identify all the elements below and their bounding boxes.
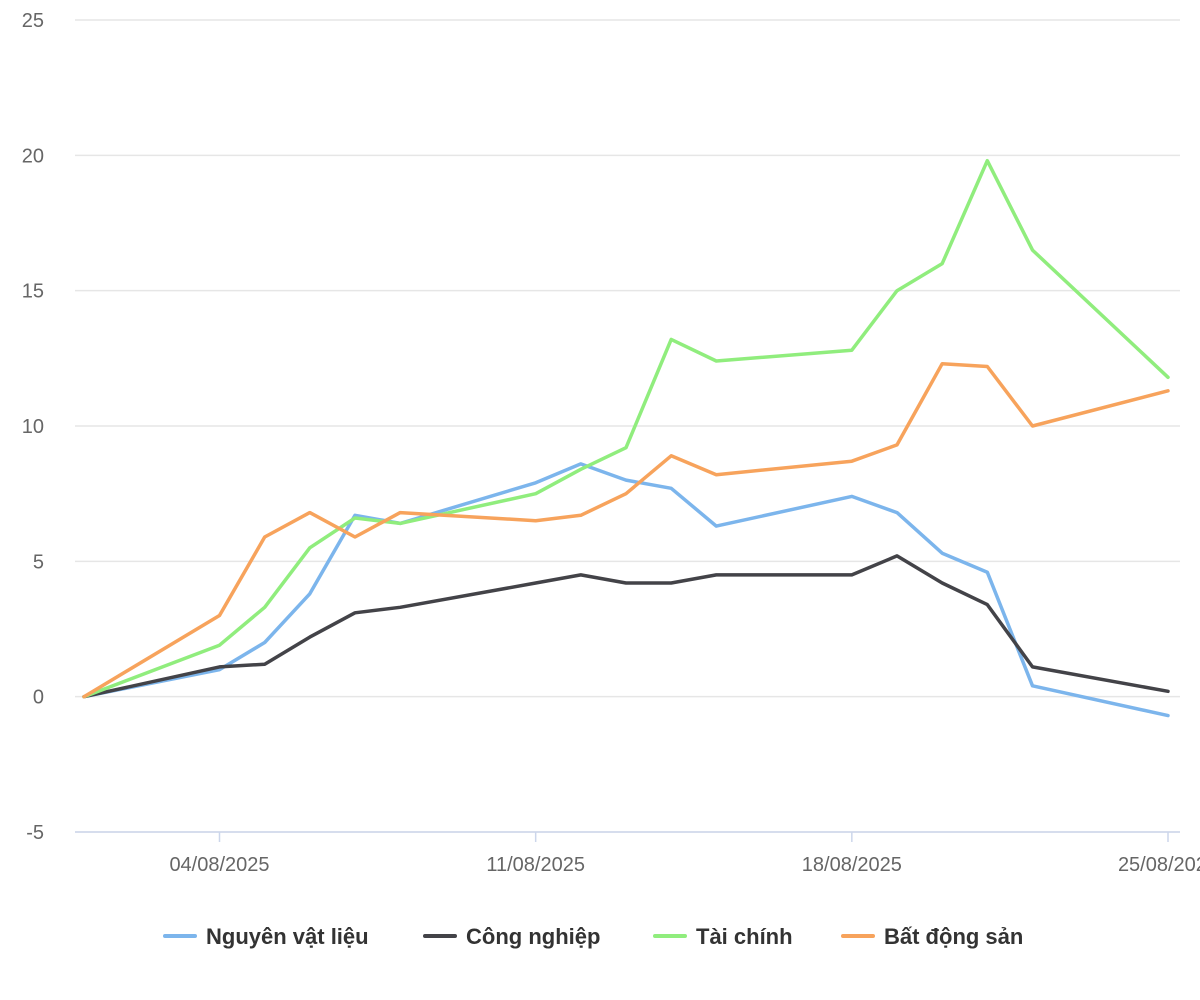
x-tick-label: 11/08/2025 (486, 854, 585, 876)
axes: -5 0 5 10 15 20 25 04/08/2025 11/08/2025 18/08/20… (22, 10, 1200, 876)
x-tick-label: 18/08/2025 (802, 854, 902, 876)
y-tick-label: 5 (33, 551, 44, 573)
series-line (82, 361, 1170, 699)
y-tick-label: 20 (22, 145, 44, 167)
y-tick-label: 0 (33, 687, 44, 709)
series-line (82, 158, 1170, 699)
y-tick-label: 25 (22, 10, 44, 32)
x-tick-label: 25/08/2025 (1118, 854, 1200, 876)
series-line (82, 554, 1170, 699)
legend-label: Công nghiệp (466, 924, 600, 949)
legend-label: Bất động sản (884, 924, 1023, 949)
series-lines (82, 158, 1170, 718)
y-tick-label: -5 (26, 822, 44, 844)
legend-label: Nguyên vật liệu (206, 924, 369, 949)
legend: Nguyên vật liệu Công nghiệp Tài chính Bất đ… (163, 924, 1023, 949)
x-tick-label: 04/08/2025 (169, 854, 269, 876)
legend-label: Tài chính (696, 924, 793, 949)
series-line (82, 462, 1170, 718)
gridlines (75, 19, 1180, 833)
y-tick-label: 10 (22, 416, 44, 438)
y-tick-label: 15 (22, 281, 44, 303)
